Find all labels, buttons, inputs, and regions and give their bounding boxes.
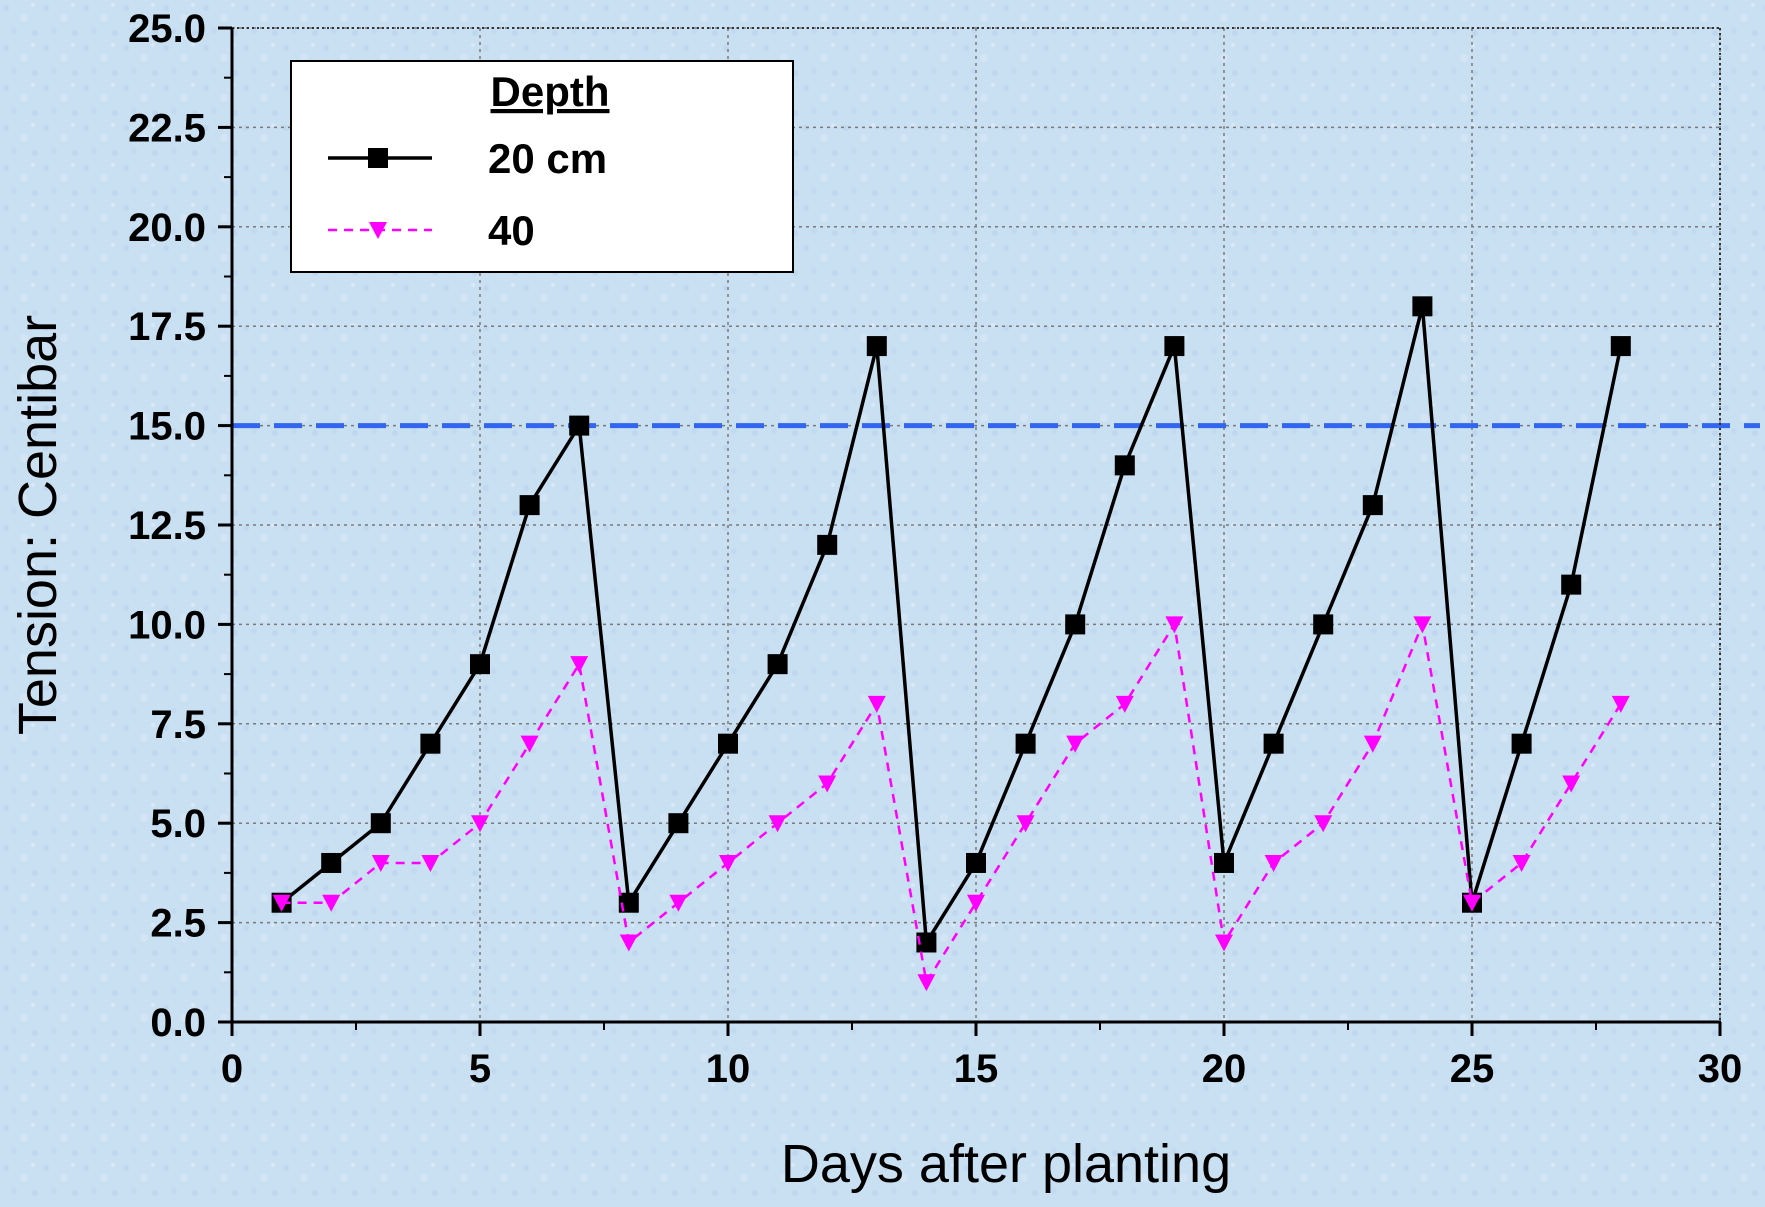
x-tick-label: 15 [954,1047,999,1091]
data-point [1511,733,1532,754]
data-point [1115,695,1134,713]
y-tick-label: 12.5 [128,504,206,548]
data-point [370,813,391,834]
y-tick-label: 25.0 [128,7,206,51]
data-point [1215,934,1233,952]
data-point [1263,733,1284,754]
data-point [1066,735,1085,753]
y-tick-label: 20.0 [128,206,206,250]
data-point [669,894,688,912]
series-1 [272,616,1630,992]
data-point [1264,854,1283,872]
y-tick-label: 10.0 [128,603,206,647]
data-point [1610,336,1631,357]
y-axis-title: Tension: Centibar [8,315,68,735]
x-axis-title: Days after planting [781,1134,1231,1194]
legend-marker [368,148,388,168]
data-point [1214,852,1234,873]
y-tick-label: 5.0 [150,802,206,846]
series-layer [271,296,1631,992]
data-point [668,813,689,834]
data-point [718,733,738,754]
data-point [1363,735,1382,753]
legend: Depth 20 cm 40 [290,60,794,273]
y-tick-label: 0.0 [150,1001,206,1045]
series-line [280,305,1623,948]
data-point [470,654,490,675]
data-point [867,695,886,713]
data-point [519,495,540,516]
data-point [1562,775,1581,793]
data-point [570,656,589,674]
data-point [767,654,788,675]
legend-title: Depth [491,68,610,115]
data-point [866,336,887,357]
data-point [272,894,291,912]
data-point [321,852,342,873]
data-point [421,854,440,872]
data-point [1165,616,1184,634]
data-point [966,852,986,873]
data-point [1164,336,1185,357]
x-tick-label: 5 [469,1047,491,1091]
y-tick-label: 7.5 [150,703,206,747]
data-point [520,735,539,753]
data-point [817,534,838,555]
data-point [1611,695,1630,713]
legend-label: 40 [488,207,535,254]
legend-label: 20 cm [488,135,607,182]
y-tick-label: 17.5 [128,305,206,349]
data-point [1362,495,1383,516]
data-point [1114,455,1135,476]
data-point [569,415,590,436]
y-tick-label: 2.5 [150,902,206,946]
axes: 0 5 10 15 20 25 30 0.0 2.5 5.0 7.5 10.0 12.5 15.0 17.5… [8,7,1742,1194]
data-point [471,815,489,833]
data-point [1015,733,1036,754]
series-line [281,619,1622,986]
legend-marker [369,222,387,239]
x-tick-label: 20 [1202,1047,1247,1091]
data-point [1016,815,1035,833]
data-point [1314,815,1333,833]
x-tick-label: 10 [706,1047,751,1091]
x-tick-label: 25 [1450,1047,1495,1091]
data-point [420,733,441,754]
data-point [371,854,390,872]
data-point [1561,574,1582,595]
series-0 [271,296,1631,953]
data-point [719,854,737,872]
data-point [916,932,937,953]
data-point [1412,296,1433,317]
data-point [917,974,936,992]
data-point [1512,854,1531,872]
data-point [1065,614,1086,635]
y-tick-label: 22.5 [128,106,206,150]
data-point [619,934,638,952]
data-point [818,775,837,793]
x-tick-label: 30 [1698,1047,1743,1091]
data-point [1413,616,1432,634]
data-point [967,894,985,912]
data-point [768,815,787,833]
x-tick-label: 0 [221,1047,243,1091]
data-point [322,894,341,912]
data-point [1463,894,1481,912]
y-tick-label: 15.0 [128,405,206,449]
data-point [1313,614,1334,635]
